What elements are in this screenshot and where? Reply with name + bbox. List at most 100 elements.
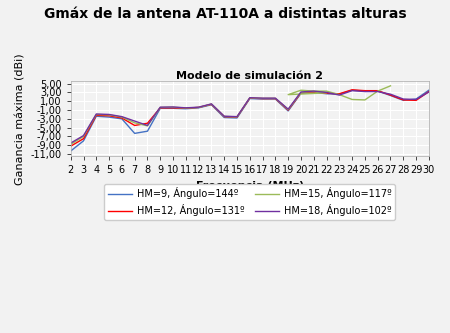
Line: HM=18, Ángulo=102º: HM=18, Ángulo=102º — [71, 91, 429, 143]
HM=15, Ángulo=117º — [171, 105, 176, 109]
HM=9, Ángulo=144º — [119, 117, 125, 121]
HM=15, Ángulo=117º — [209, 102, 214, 106]
HM=9, Ángulo=144º — [171, 106, 176, 110]
Y-axis label: Ganancia máxima (dBi): Ganancia máxima (dBi) — [15, 53, 25, 185]
HM=12, Ángulo=131º — [132, 124, 137, 128]
HM=15, Ángulo=117º — [273, 96, 278, 100]
HM=18, Ángulo=102º — [375, 90, 380, 94]
HM=9, Ángulo=144º — [183, 107, 189, 111]
HM=18, Ángulo=102º — [247, 96, 252, 100]
HM=15, Ángulo=117º — [298, 91, 304, 95]
HM=12, Ángulo=131º — [426, 90, 432, 94]
HM=15, Ángulo=117º — [349, 98, 355, 102]
HM=12, Ángulo=131º — [285, 108, 291, 112]
HM=12, Ángulo=131º — [234, 115, 240, 119]
HM=15, Ángulo=117º — [145, 124, 150, 128]
HM=12, Ángulo=131º — [362, 89, 368, 93]
HM=15, Ángulo=117º — [388, 84, 393, 88]
Text: Gmáx de la antena AT-110A a distintas alturas: Gmáx de la antena AT-110A a distintas al… — [44, 7, 406, 21]
HM=9, Ángulo=144º — [375, 89, 380, 93]
HM=9, Ángulo=144º — [426, 88, 432, 92]
HM=18, Ángulo=102º — [388, 92, 393, 96]
HM=18, Ángulo=102º — [273, 96, 278, 100]
HM=12, Ángulo=131º — [68, 144, 73, 148]
HM=18, Ángulo=102º — [311, 89, 316, 93]
HM=9, Ángulo=144º — [68, 149, 73, 153]
HM=18, Ángulo=102º — [234, 115, 240, 119]
HM=12, Ángulo=131º — [260, 97, 265, 101]
Legend: HM=9, Ángulo=144º, HM=12, Ángulo=131º, HM=15, Ángulo=117º, HM=18, Ángulo=102º: HM=9, Ángulo=144º, HM=12, Ángulo=131º, H… — [104, 183, 396, 220]
HM=18, Ángulo=102º — [337, 93, 342, 97]
HM=9, Ángulo=144º — [285, 109, 291, 113]
HM=9, Ángulo=144º — [260, 97, 265, 101]
HM=15, Ángulo=117º — [132, 121, 137, 125]
HM=15, Ángulo=117º — [106, 113, 112, 117]
HM=12, Ángulo=131º — [273, 97, 278, 101]
HM=9, Ángulo=144º — [106, 115, 112, 119]
HM=15, Ángulo=117º — [94, 113, 99, 117]
HM=9, Ángulo=144º — [388, 94, 393, 98]
HM=9, Ángulo=144º — [324, 92, 329, 96]
HM=18, Ángulo=102º — [362, 90, 368, 94]
HM=12, Ángulo=131º — [119, 116, 125, 120]
HM=9, Ángulo=144º — [311, 91, 316, 95]
HM=15, Ángulo=117º — [311, 89, 316, 93]
HM=9, Ángulo=144º — [81, 139, 86, 143]
HM=12, Ángulo=131º — [388, 93, 393, 97]
HM=12, Ángulo=131º — [375, 89, 380, 93]
HM=12, Ángulo=131º — [247, 96, 252, 100]
HM=18, Ángulo=102º — [94, 112, 99, 116]
HM=12, Ángulo=131º — [324, 91, 329, 95]
HM=18, Ángulo=102º — [183, 106, 189, 110]
HM=12, Ángulo=131º — [400, 98, 406, 102]
Title: Modelo de simulación 2: Modelo de simulación 2 — [176, 71, 323, 81]
HM=12, Ángulo=131º — [81, 137, 86, 141]
HM=9, Ángulo=144º — [132, 132, 137, 136]
HM=18, Ángulo=102º — [209, 102, 214, 106]
HM=12, Ángulo=131º — [311, 90, 316, 94]
HM=18, Ángulo=102º — [400, 97, 406, 101]
HM=15, Ángulo=117º — [260, 96, 265, 100]
HM=15, Ángulo=117º — [119, 115, 125, 119]
HM=9, Ángulo=144º — [414, 97, 419, 101]
HM=18, Ángulo=102º — [196, 105, 201, 109]
HM=12, Ángulo=131º — [337, 92, 342, 96]
HM=15, Ángulo=117º — [234, 115, 240, 119]
HM=9, Ángulo=144º — [273, 97, 278, 101]
HM=18, Ángulo=102º — [221, 114, 227, 118]
HM=15, Ángulo=117º — [311, 90, 316, 94]
HM=18, Ángulo=102º — [260, 96, 265, 100]
HM=9, Ángulo=144º — [221, 116, 227, 120]
HM=12, Ángulo=131º — [298, 91, 304, 95]
HM=15, Ángulo=117º — [375, 89, 380, 93]
HM=15, Ángulo=117º — [362, 98, 368, 102]
HM=18, Ángulo=102º — [68, 141, 73, 145]
HM=9, Ángulo=144º — [158, 106, 163, 110]
HM=9, Ángulo=144º — [145, 129, 150, 133]
HM=9, Ángulo=144º — [400, 98, 406, 102]
HM=12, Ángulo=131º — [183, 106, 189, 110]
HM=9, Ángulo=144º — [94, 114, 99, 118]
HM=15, Ángulo=117º — [81, 135, 86, 139]
HM=15, Ángulo=117º — [298, 88, 304, 92]
HM=18, Ángulo=102º — [145, 124, 150, 128]
HM=18, Ángulo=102º — [171, 105, 176, 109]
HM=12, Ángulo=131º — [145, 121, 150, 125]
HM=12, Ángulo=131º — [209, 102, 214, 106]
Line: HM=15, Ángulo=117º: HM=15, Ángulo=117º — [71, 86, 391, 145]
HM=18, Ángulo=102º — [158, 105, 163, 109]
HM=12, Ángulo=131º — [221, 115, 227, 119]
HM=15, Ángulo=117º — [285, 93, 291, 97]
HM=12, Ángulo=131º — [171, 106, 176, 110]
HM=18, Ángulo=102º — [119, 115, 125, 119]
HM=9, Ángulo=144º — [298, 91, 304, 95]
HM=15, Ángulo=117º — [68, 143, 73, 147]
HM=9, Ángulo=144º — [209, 103, 214, 107]
HM=12, Ángulo=131º — [106, 114, 112, 118]
HM=12, Ángulo=131º — [414, 98, 419, 102]
Line: HM=9, Ángulo=144º: HM=9, Ángulo=144º — [71, 90, 429, 151]
HM=12, Ángulo=131º — [349, 88, 355, 92]
HM=18, Ángulo=102º — [81, 134, 86, 138]
HM=18, Ángulo=102º — [132, 119, 137, 123]
HM=18, Ángulo=102º — [324, 91, 329, 95]
